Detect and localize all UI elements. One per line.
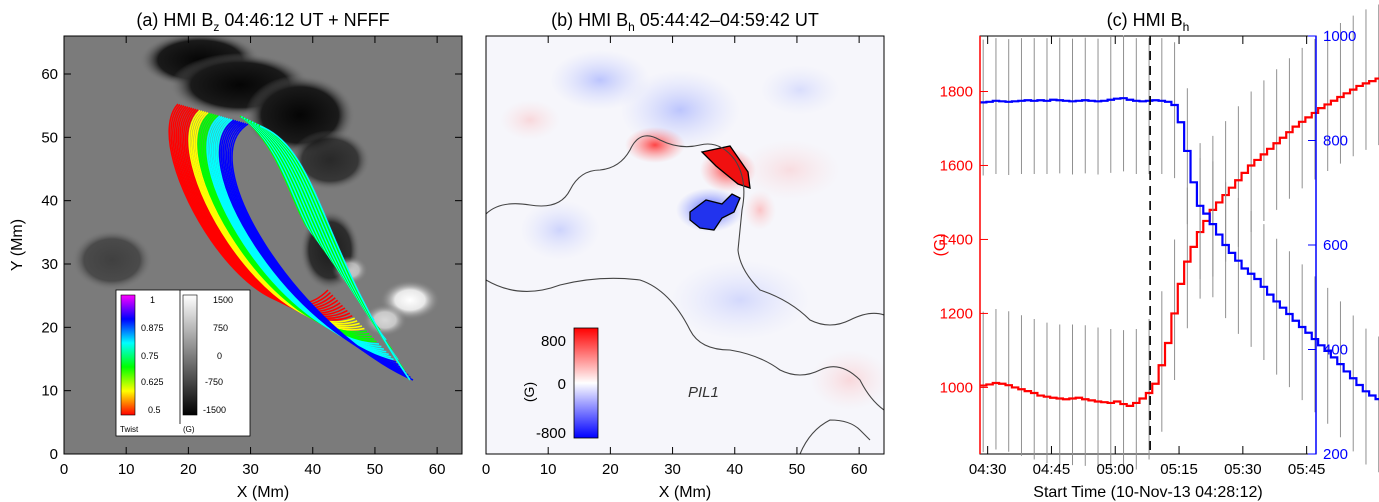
- pil-contour: [486, 135, 884, 454]
- right-tick-label: 600: [1323, 237, 1348, 254]
- panel-b-title-main: (b) HMI B: [551, 10, 628, 30]
- panel-a-title-main: (a) HMI B: [136, 10, 213, 30]
- right-tick-label: 800: [1323, 133, 1348, 150]
- twist-tick-4: 0.5: [148, 405, 161, 415]
- panel-b-title-rest: 05:44:42–04:59:42 UT: [635, 10, 819, 30]
- pil-label: PIL1: [688, 384, 719, 401]
- x-tick-label: 10: [540, 461, 557, 478]
- left-tick-label: 1000: [940, 379, 973, 396]
- bz-tick-1: 750: [213, 323, 228, 333]
- x-tick-label: 50: [789, 461, 806, 478]
- x-tick-label: 04:30: [969, 461, 1007, 478]
- panel-b-axes: 0 10 20 30 40 50 60: [482, 36, 868, 478]
- panel-b-xlabel: X (Mm): [659, 484, 711, 501]
- x-tick-label: 60: [429, 461, 446, 478]
- panel-b-colorbar: 800 0 -800 (G): [521, 327, 599, 442]
- twist-tick-3: 0.625: [141, 377, 164, 387]
- y-tick-label: 40: [41, 193, 58, 210]
- panel-b-map: [486, 36, 884, 454]
- x-tick-label: 50: [367, 461, 384, 478]
- x-tick-label: 60: [851, 461, 868, 478]
- panel-a: (a) HMI Bz 04:46:12 UT + NFFF 1 0.875: [9, 10, 463, 501]
- panel-a-xlabel: X (Mm): [237, 484, 289, 501]
- panel-c: (c) HMI Bh 04:30 04:45 05:00 05:15 05:30 05:4…: [932, 4, 1379, 501]
- panel-b-title-sub: h: [628, 20, 635, 34]
- bz-tick-3: -750: [205, 377, 223, 387]
- y-tick-label: 0: [50, 446, 58, 463]
- panel-c-xlabel: Start Time (10-Nov-13 04:28:12): [1033, 484, 1262, 501]
- y-tick-label: 30: [41, 256, 58, 273]
- twist-colorbar: [120, 294, 136, 416]
- step-line: [980, 97, 1379, 401]
- left-tick-label: 1600: [940, 157, 973, 174]
- left-tick-label: 1200: [940, 305, 973, 322]
- bh-tick-2: -800: [536, 425, 566, 442]
- x-tick-label: 04:45: [1033, 461, 1071, 478]
- step-line: [980, 77, 1379, 408]
- x-tick-label: 05:45: [1288, 461, 1326, 478]
- x-tick-label: 05:15: [1160, 461, 1198, 478]
- bh-label: (G): [521, 382, 537, 402]
- twist-tick-0: 1: [150, 295, 155, 305]
- left-tick-label: 1400: [940, 231, 973, 248]
- bz-colorbar: [182, 294, 198, 416]
- field-line: [259, 125, 411, 381]
- panel-a-colorbars: 1 0.875 0.75 0.625 0.5 Twist 1500 750 0 …: [115, 289, 251, 437]
- x-tick-label: 10: [118, 461, 135, 478]
- x-tick-label: 30: [664, 461, 681, 478]
- bz-tick-0: 1500: [213, 295, 233, 305]
- x-tick-label: 20: [180, 461, 197, 478]
- x-tick-label: 0: [482, 461, 490, 478]
- panel-c-title-sub: h: [1183, 20, 1190, 34]
- twist-tick-2: 0.75: [141, 351, 159, 361]
- panel-c-ylabel: (G): [932, 233, 949, 256]
- panel-a-title-sub: z: [213, 20, 219, 34]
- x-tick-label: 40: [304, 461, 321, 478]
- x-tick-label: 30: [242, 461, 259, 478]
- bz-tick-2: 0: [217, 351, 222, 361]
- panel-c-title-main: (c) HMI B: [1107, 10, 1183, 30]
- field-line: [231, 123, 414, 381]
- y-tick-label: 50: [41, 129, 58, 146]
- x-tick-label: 05:00: [1096, 461, 1134, 478]
- panel-b: (b) HMI Bh 05:44:42–04:59:42 UT PIL1 800: [482, 10, 885, 501]
- nfff-field-lines: [168, 103, 414, 381]
- bz-tick-4: -1500: [203, 405, 226, 415]
- bz-label: (G): [183, 425, 195, 434]
- panel-c-plot: 04:30 04:45 05:00 05:15 05:30 05:45 1000 1200 14…: [940, 4, 1379, 478]
- x-tick-label: 20: [602, 461, 619, 478]
- left-tick-label: 1800: [940, 83, 973, 100]
- panel-c-title: (c) HMI Bh: [1107, 10, 1190, 34]
- bh-tick-0: 800: [541, 333, 566, 350]
- twist-label: Twist: [120, 425, 139, 434]
- right-tick-label: 1000: [1323, 28, 1356, 45]
- panel-a-ylabel: Y (Mm): [9, 219, 26, 271]
- panel-a-title: (a) HMI Bz 04:46:12 UT + NFFF: [136, 10, 389, 34]
- x-tick-label: 40: [726, 461, 743, 478]
- twist-tick-1: 0.875: [141, 323, 164, 333]
- y-tick-label: 10: [41, 383, 58, 400]
- panel-b-title: (b) HMI Bh 05:44:42–04:59:42 UT: [551, 10, 819, 34]
- x-tick-label: 05:30: [1224, 461, 1262, 478]
- bh-tick-1: 0: [558, 376, 566, 393]
- y-tick-label: 60: [41, 66, 58, 83]
- right-tick-label: 400: [1323, 342, 1348, 359]
- x-tick-label: 0: [60, 461, 68, 478]
- right-tick-label: 200: [1323, 446, 1348, 463]
- panel-a-title-rest: 04:46:12 UT + NFFF: [219, 10, 389, 30]
- y-tick-label: 20: [41, 319, 58, 336]
